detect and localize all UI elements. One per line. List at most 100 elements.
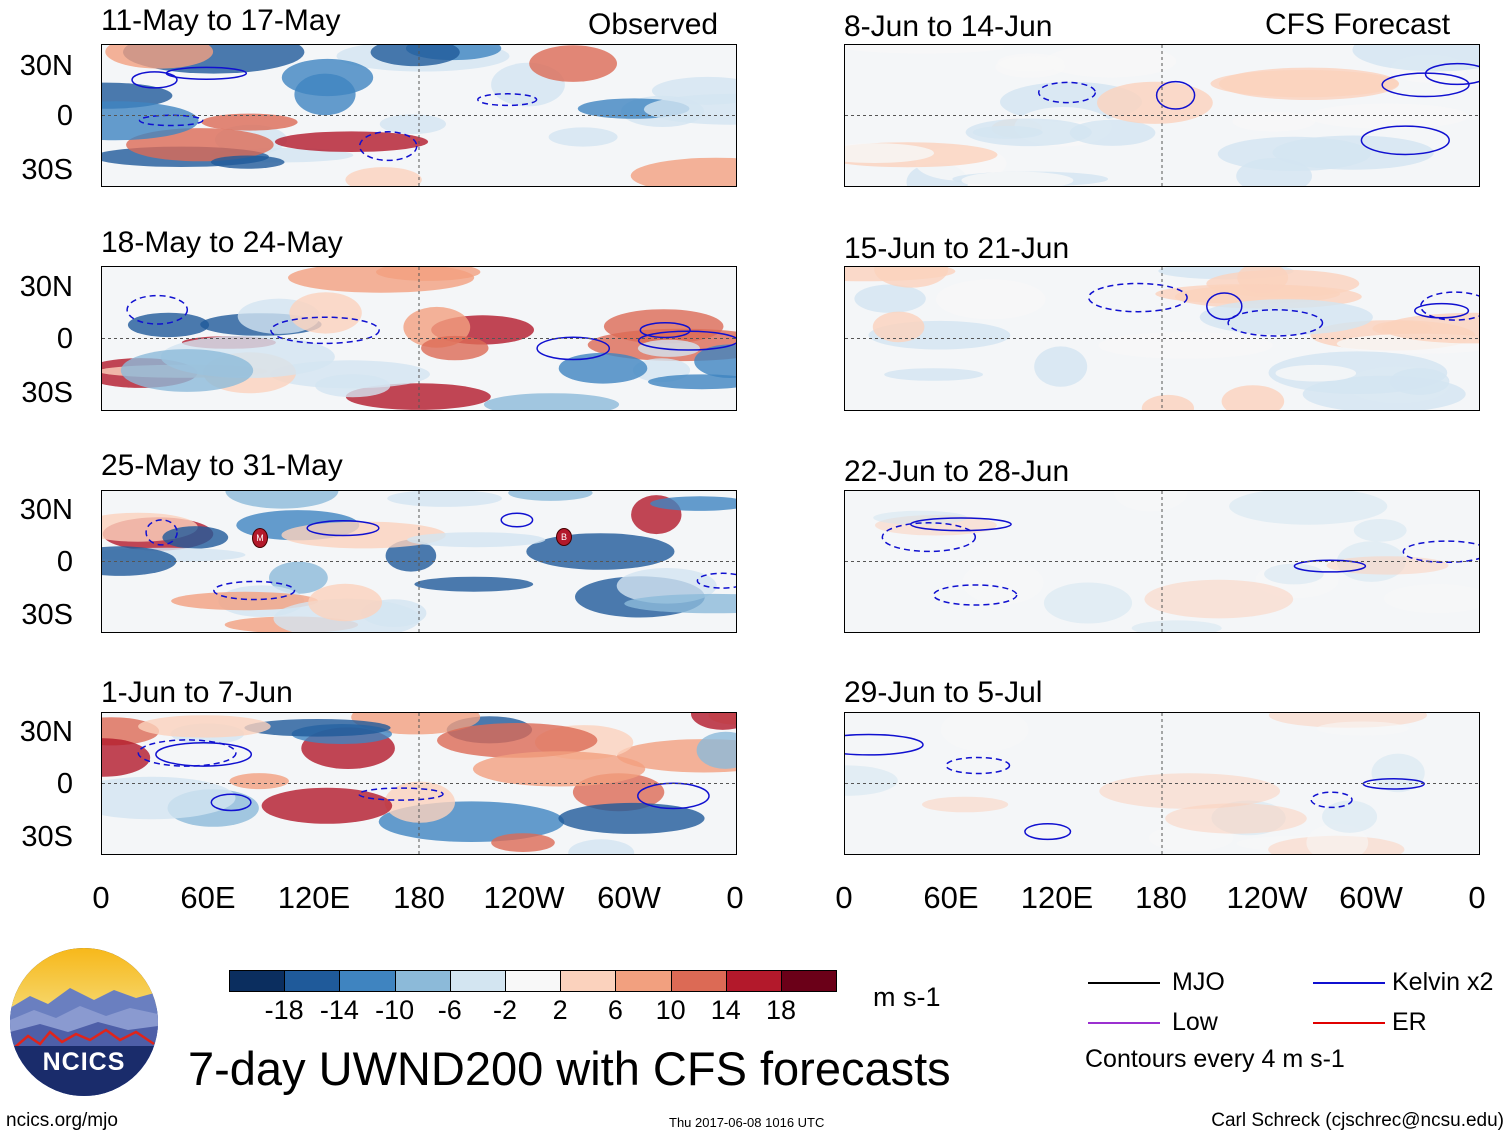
- colorbar-cell: [394, 970, 451, 992]
- map-panel: [844, 490, 1480, 633]
- ylabel-eq: 0: [56, 100, 73, 132]
- panel-title-fc-1: 8-Jun to 14-Jun: [844, 10, 1053, 43]
- ylabel-30s: 30S: [21, 154, 73, 186]
- wind-anomaly-blob: [105, 45, 214, 69]
- legend-line-er: [1313, 1022, 1385, 1024]
- wind-anomaly-blob: [508, 491, 593, 501]
- contour-note: Contours every 4 m s-1: [1085, 1045, 1345, 1073]
- storm-marker-b: B: [556, 528, 572, 546]
- panel-title-obs-1: 11-May to 17-May: [101, 4, 341, 37]
- wind-anomaly-blob: [936, 279, 1046, 320]
- kelvin-contour: [945, 756, 1011, 775]
- wind-anomaly-blob: [1371, 753, 1425, 793]
- wind-anomaly-blob: [345, 167, 422, 186]
- wind-anomaly-blob: [491, 833, 555, 852]
- colorbar-cell: [339, 970, 396, 992]
- xlabel-120w: 120W: [1226, 880, 1308, 915]
- kelvin-contour: [155, 741, 253, 767]
- wind-anomaly-blob: [873, 510, 968, 525]
- kelvin-contour: [932, 584, 1018, 606]
- wind-anomaly-blob: [696, 731, 736, 769]
- map-panel: [101, 490, 737, 633]
- wind-anomaly-blob: [229, 773, 289, 790]
- main-title: 7-day UWND200 with CFS forecasts: [188, 1042, 951, 1095]
- xlabel-60e: 60E: [180, 880, 236, 915]
- wind-anomaly-blob: [1221, 385, 1285, 410]
- xlabel-120e: 120E: [1020, 880, 1094, 915]
- wind-anomaly-blob: [387, 491, 502, 507]
- xlabel-60w: 60W: [1339, 880, 1403, 915]
- wind-field: [845, 491, 1479, 632]
- kelvin-contour: [1087, 282, 1188, 313]
- wind-field: [102, 713, 736, 854]
- footer-timestamp: Thu 2017-06-08 1016 UTC: [669, 1115, 825, 1130]
- wind-anomaly-blob: [1217, 136, 1371, 171]
- wind-anomaly-blob: [643, 93, 736, 125]
- colorbar-tick-label: -10: [375, 995, 415, 1025]
- wind-anomaly-blob: [1097, 81, 1213, 124]
- wind-anomaly-blob: [558, 802, 705, 834]
- panel-title-fc-2: 15-Jun to 21-Jun: [844, 232, 1070, 265]
- xlabel-60w: 60W: [597, 880, 661, 915]
- wind-anomaly-blob: [370, 45, 460, 67]
- wind-anomaly-blob: [637, 339, 700, 357]
- map-panel: [844, 44, 1480, 187]
- xlabel-180: 180: [393, 880, 445, 915]
- kelvin-contour: [270, 316, 380, 345]
- kelvin-contour: [210, 793, 252, 812]
- colorbar-tick-label: -18: [264, 995, 304, 1025]
- kelvin-contour: [845, 733, 924, 756]
- xlabel-0: 0: [92, 880, 110, 915]
- colorbar-tick-label: 14: [710, 995, 741, 1025]
- kelvin-contour: [637, 330, 736, 351]
- xlabel-120w: 120W: [483, 880, 565, 915]
- kelvin-contour: [358, 787, 444, 801]
- wind-anomaly-blob: [1098, 332, 1273, 359]
- wind-anomaly-blob: [691, 713, 736, 730]
- legend-label-er: ER: [1392, 1008, 1427, 1036]
- wind-anomaly-blob: [201, 113, 298, 131]
- wind-anomaly-blob: [1069, 119, 1156, 146]
- kelvin-contour: [1424, 62, 1479, 86]
- wind-anomaly-blob: [884, 368, 983, 381]
- kelvin-contour: [1037, 81, 1097, 104]
- legend-label-mjo: MJO: [1172, 968, 1225, 996]
- colorbar-cell: [781, 970, 838, 992]
- kelvin-contour: [306, 519, 380, 537]
- wind-anomaly-blob: [548, 127, 618, 147]
- ylabel-30s: 30S: [21, 599, 73, 631]
- wind-anomaly-blob: [407, 532, 546, 548]
- kelvin-contour: [639, 321, 691, 339]
- wind-anomaly-blob: [854, 284, 926, 313]
- wind-anomaly-blob: [308, 583, 382, 622]
- wind-anomaly-blob: [315, 374, 391, 398]
- colorbar-cell: [505, 970, 562, 992]
- wind-anomaly-blob: [995, 56, 1065, 78]
- ylabel-eq: 0: [56, 768, 73, 800]
- kelvin-contour: [126, 294, 189, 325]
- wind-field: [845, 45, 1479, 186]
- wind-anomaly-blob: [102, 776, 236, 820]
- kelvin-contour: [213, 580, 296, 601]
- wind-field: [102, 491, 736, 632]
- kelvin-contour: [500, 512, 534, 528]
- wind-anomaly-blob: [162, 526, 229, 549]
- wind-anomaly-blob: [244, 719, 391, 737]
- colorbar-cell: [615, 970, 672, 992]
- wind-anomaly-blob: [385, 539, 437, 572]
- footer-url[interactable]: ncics.org/mjo: [6, 1110, 118, 1131]
- xlabel-0: 0: [1468, 880, 1486, 915]
- wind-anomaly-blob: [269, 561, 328, 594]
- wind-anomaly-blob: [102, 738, 151, 777]
- kelvin-contour: [145, 519, 178, 546]
- wind-anomaly-blob: [624, 593, 736, 614]
- colorbar-tick-label: 18: [765, 995, 797, 1025]
- wind-anomaly-blob: [120, 349, 254, 392]
- panel-title-obs-2: 18-May to 24-May: [101, 226, 343, 259]
- wind-anomaly-blob: [138, 715, 271, 738]
- colorbar-tick-label: 10: [655, 995, 686, 1025]
- wind-anomaly-blob: [845, 45, 1005, 54]
- wind-anomaly-blob: [529, 45, 617, 82]
- wind-anomaly-blob: [650, 496, 736, 511]
- colorbar-units: m s-1: [873, 982, 941, 1012]
